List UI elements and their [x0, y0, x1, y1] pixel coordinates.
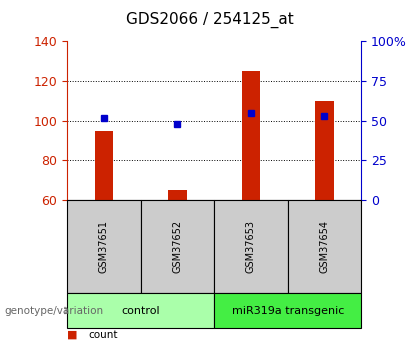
Text: control: control	[121, 306, 160, 315]
Text: count: count	[88, 330, 118, 339]
Text: GSM37652: GSM37652	[173, 220, 182, 273]
Text: GDS2066 / 254125_at: GDS2066 / 254125_at	[126, 11, 294, 28]
Text: miR319a transgenic: miR319a transgenic	[231, 306, 344, 315]
Bar	[242, 71, 260, 200]
Text: ■: ■	[67, 330, 78, 339]
Bar	[95, 131, 113, 200]
Bar	[168, 190, 186, 200]
Text: GSM37653: GSM37653	[246, 220, 256, 273]
Text: GSM37654: GSM37654	[320, 220, 329, 273]
Text: GSM37651: GSM37651	[99, 220, 109, 273]
Bar	[315, 101, 333, 200]
Text: genotype/variation: genotype/variation	[4, 306, 103, 315]
